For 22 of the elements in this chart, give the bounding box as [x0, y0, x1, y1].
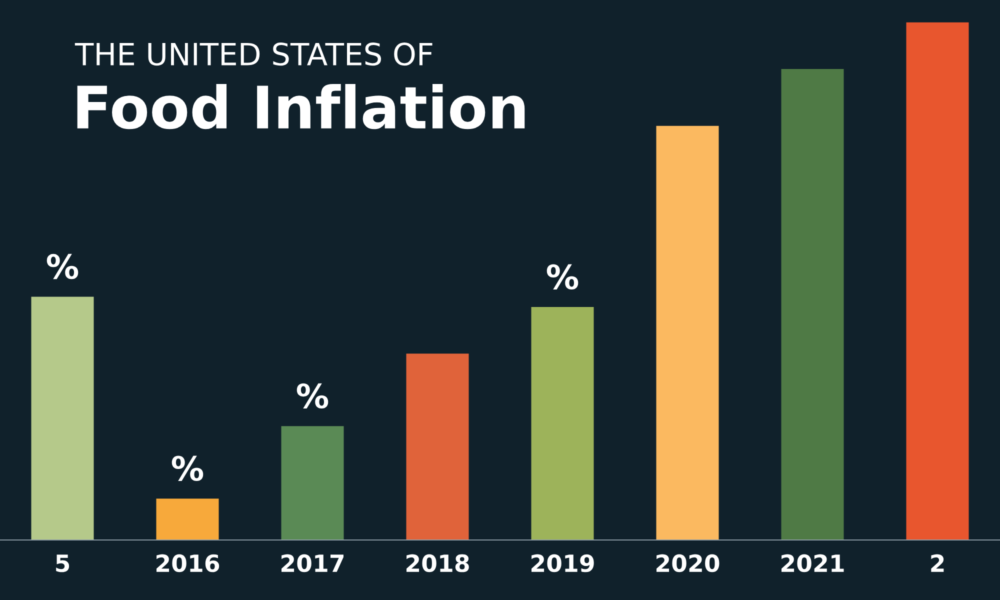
annotation: % [546, 264, 578, 290]
annotation: % [46, 254, 78, 280]
bar [781, 68, 844, 540]
x-tick-label: 2020 [656, 554, 720, 572]
bar [656, 126, 719, 540]
x-tick-label: 2018 [406, 554, 469, 572]
annotation: % [296, 383, 328, 409]
text: Food Inflation [77, 84, 525, 130]
x-tick-label: 2 [931, 554, 944, 572]
x-tick-label: 2019 [532, 554, 594, 572]
bar [281, 426, 344, 540]
x-tick-label: 2021 [782, 554, 844, 572]
annotation: % [172, 456, 204, 482]
bar [156, 498, 219, 540]
bar [31, 296, 94, 540]
bar [906, 22, 969, 540]
x-tick-label: 2016 [156, 554, 220, 572]
bar [406, 354, 469, 540]
x-tick-label: 2017 [282, 554, 344, 572]
text: THE UNITED STATES OF [74, 42, 432, 66]
bar [531, 307, 594, 540]
x-tick-label: 5 [56, 554, 70, 572]
